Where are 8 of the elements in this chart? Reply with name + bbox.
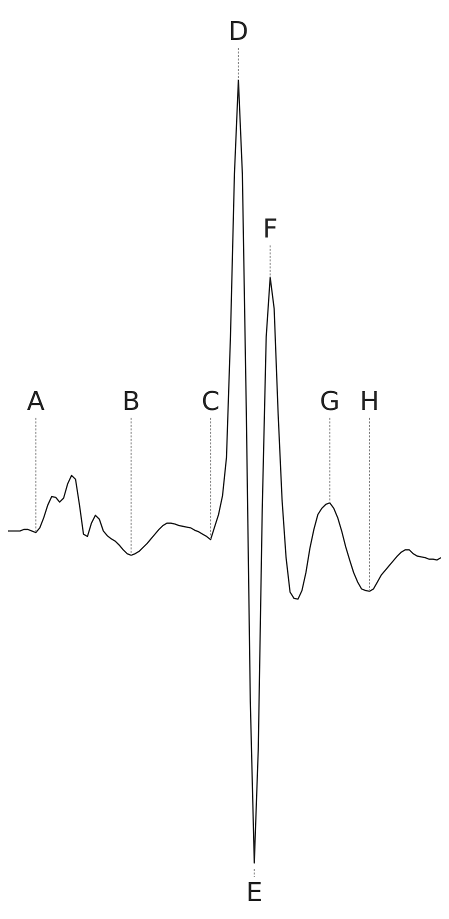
annotation: H (360, 386, 380, 417)
annotation: F (262, 214, 278, 244)
annotation: G (320, 386, 340, 417)
annotation: B (122, 386, 140, 417)
annotation: E (246, 878, 263, 908)
annotation: A (26, 386, 45, 417)
annotation: D (228, 17, 248, 47)
annotation: C (202, 386, 220, 417)
